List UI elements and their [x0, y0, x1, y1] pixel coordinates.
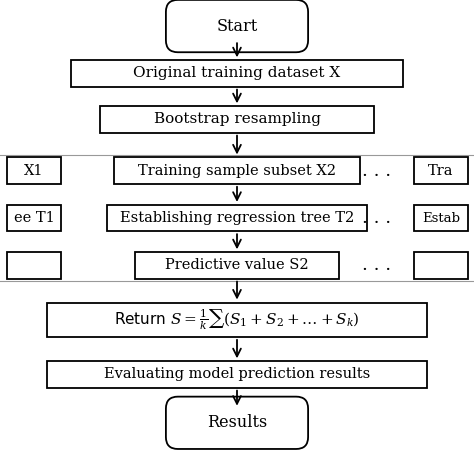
Bar [7, 205, 62, 231]
Text: Tra: Tra [428, 164, 454, 178]
Bar [107, 205, 367, 231]
Text: ee T1: ee T1 [14, 211, 55, 225]
Text: Start: Start [216, 18, 258, 35]
Text: . . .: . . . [362, 162, 392, 180]
Text: Results: Results [207, 414, 267, 431]
Bar [413, 205, 468, 231]
Bar [100, 106, 374, 133]
Bar [47, 303, 427, 337]
Text: Bootstrap resampling: Bootstrap resampling [154, 112, 320, 127]
Text: Original training dataset X: Original training dataset X [133, 66, 341, 81]
Bar [47, 361, 427, 388]
Text: Return $S = \frac{1}{k}\sum(S_1 + S_2 + \ldots + S_k)$: Return $S = \frac{1}{k}\sum(S_1 + S_2 + … [114, 308, 360, 332]
Text: Estab: Estab [422, 211, 460, 225]
Bar [71, 60, 403, 87]
Bar [114, 157, 360, 184]
Bar [135, 252, 339, 279]
Bar [7, 157, 62, 184]
Text: Establishing regression tree T2: Establishing regression tree T2 [120, 211, 354, 225]
Text: Evaluating model prediction results: Evaluating model prediction results [104, 367, 370, 382]
Text: Training sample subset X2: Training sample subset X2 [138, 164, 336, 178]
Bar [413, 157, 468, 184]
FancyBboxPatch shape [166, 397, 308, 449]
FancyBboxPatch shape [166, 0, 308, 52]
Text: Predictive value S2: Predictive value S2 [165, 258, 309, 273]
Bar [7, 252, 62, 279]
Text: X1: X1 [24, 164, 44, 178]
Bar [413, 252, 468, 279]
Text: . . .: . . . [362, 256, 392, 274]
Text: . . .: . . . [362, 209, 392, 227]
